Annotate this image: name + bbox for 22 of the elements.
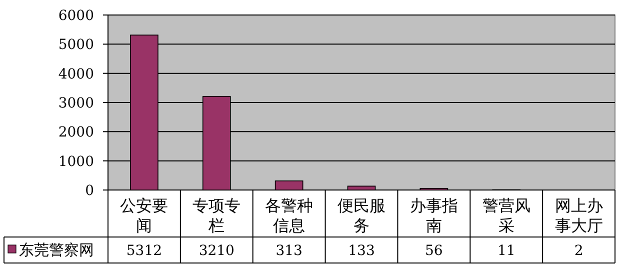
y-tick-label: 1000 xyxy=(58,154,94,170)
legend-label: 东莞警察网 xyxy=(19,241,94,259)
data-label: 2 xyxy=(574,243,584,259)
data-label: 3210 xyxy=(198,243,234,259)
x-tick-label: 便民服务 xyxy=(338,196,386,235)
y-tick-label: 6000 xyxy=(58,8,94,24)
y-tick-label: 2000 xyxy=(58,124,94,141)
data-label: 5312 xyxy=(126,243,162,259)
x-tick-label: 办事指南 xyxy=(410,196,458,235)
x-tick-label: 专项专栏 xyxy=(192,196,241,235)
data-label: 11 xyxy=(497,243,516,259)
data-label: 313 xyxy=(276,243,302,259)
x-tick-label: 网上办事大厅 xyxy=(554,196,603,235)
x-tick-label: 各警种信息 xyxy=(265,196,314,235)
x-tick-label: 公安要闻 xyxy=(120,196,168,235)
y-tick-label: 4000 xyxy=(58,66,94,82)
data-label: 56 xyxy=(425,243,443,259)
x-tick-label: 警营风采 xyxy=(482,196,530,235)
y-tick-label: 3000 xyxy=(58,96,94,112)
data-label: 133 xyxy=(348,243,375,259)
y-tick-label: 5000 xyxy=(58,37,94,54)
y-tick-label: 0 xyxy=(85,183,94,199)
